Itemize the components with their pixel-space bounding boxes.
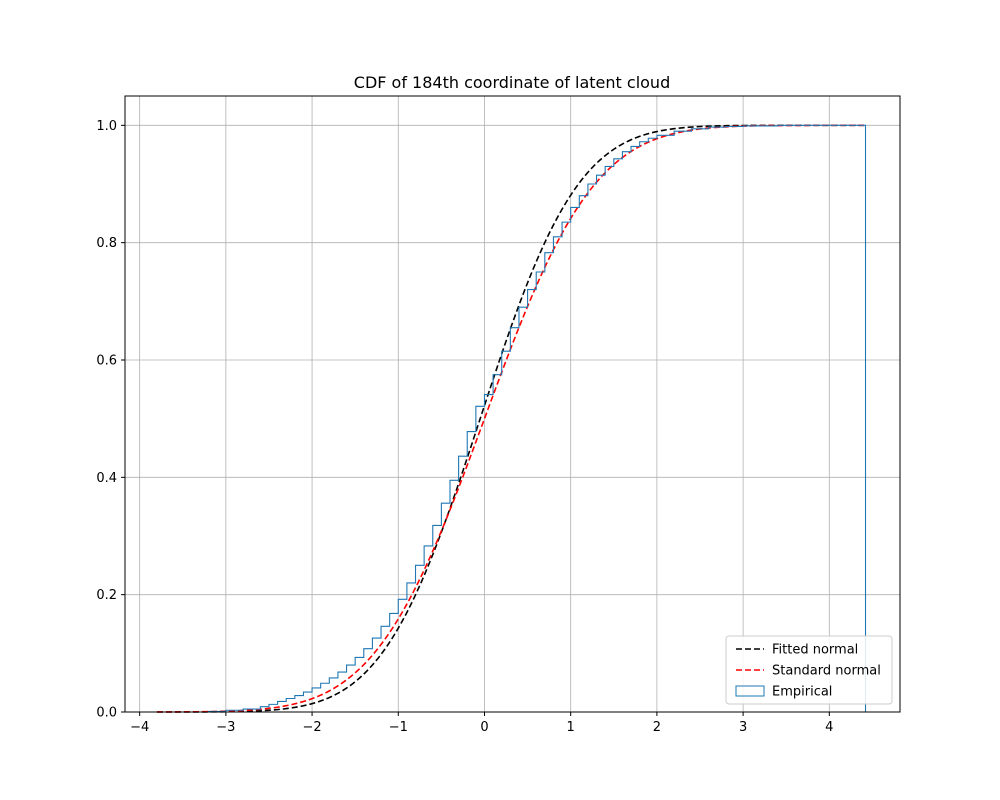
y-tick-label: 0.8	[96, 236, 117, 251]
x-tick-label: −3	[216, 720, 235, 735]
legend-box	[725, 635, 893, 705]
y-tick-label: 0.6	[96, 354, 117, 369]
series-layer	[156, 124, 867, 713]
y-tick-label: 0.4	[96, 471, 117, 486]
plot-area-frame	[124, 95, 901, 713]
x-tick-label: −2	[302, 720, 321, 735]
legend-label: Standard normal	[772, 664, 881, 679]
series-empirical	[174, 124, 867, 713]
x-tick-label: −4	[130, 720, 149, 735]
y-tick-label: 0.2	[96, 588, 117, 603]
y-tick-label: 0.0	[96, 706, 117, 721]
x-tick-label: 3	[739, 720, 747, 735]
y-tick-label: 1.0	[96, 119, 117, 134]
x-tick-label: 4	[825, 720, 833, 735]
x-tick-label: 0	[480, 720, 488, 735]
legend-label: Fitted normal	[772, 643, 858, 658]
legend-label: Empirical	[772, 685, 832, 700]
tick-layer: −4 −3 −2 −1 0 1 2 3 4 0.0 0.2 0.4 0.6 0.8 1.0	[96, 119, 833, 735]
x-tick-label: −1	[389, 720, 408, 735]
chart-title: CDF of 184th coordinate of latent cloud	[354, 73, 670, 92]
legend-swatch-empirical	[735, 685, 765, 697]
x-tick-label: 2	[653, 720, 661, 735]
legend: Fitted normal Standard normal Empirical	[725, 635, 893, 705]
x-tick-label: 1	[567, 720, 575, 735]
